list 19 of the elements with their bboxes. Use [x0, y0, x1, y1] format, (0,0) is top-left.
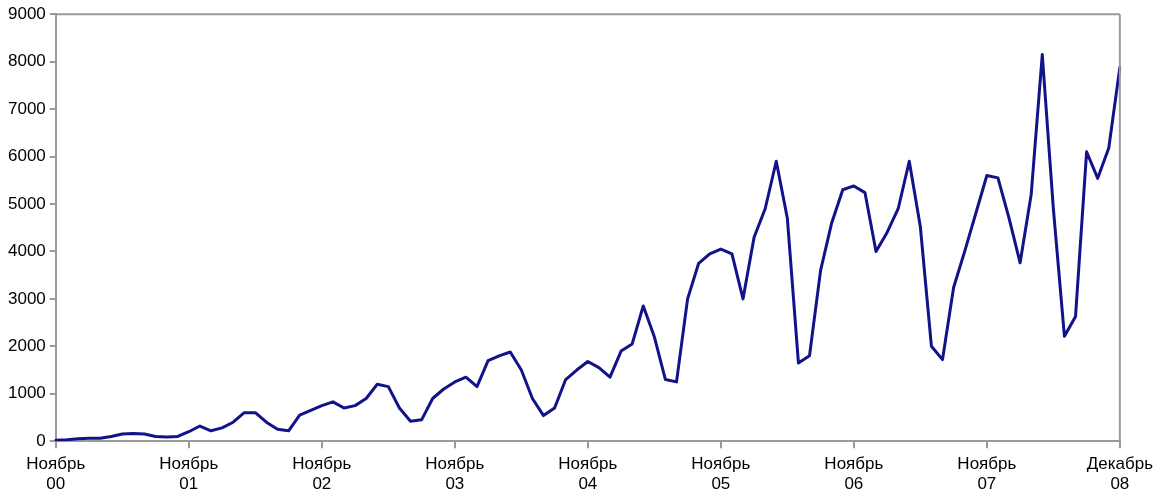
x-tick-label: Ноябрь 07	[957, 454, 1017, 494]
y-tick-label: 0	[36, 430, 46, 450]
y-tick-label: 1000	[7, 383, 46, 403]
y-tick-label: 5000	[7, 193, 46, 213]
y-tick-label: 2000	[7, 336, 46, 355]
y-tick-label: 4000	[7, 241, 46, 261]
x-tick-label: Ноябрь 06	[824, 454, 884, 494]
y-tick-label: 6000	[7, 146, 46, 166]
x-tick-label: Ноябрь 00	[26, 454, 86, 494]
x-tick-label: Декабрь 08	[1086, 454, 1154, 494]
y-tick-label: 9000	[7, 3, 46, 23]
y-tick-label: 3000	[7, 288, 46, 308]
y-tick-label: 8000	[7, 51, 46, 71]
x-tick-label: Ноябрь 03	[425, 454, 485, 494]
y-tick-label: 7000	[7, 98, 46, 118]
x-tick-label: Ноябрь 05	[691, 454, 751, 494]
x-tick-label: Ноябрь 02	[292, 454, 352, 494]
x-tick-label: Ноябрь 01	[159, 454, 219, 494]
x-tick-label: Ноябрь 04	[558, 454, 618, 494]
